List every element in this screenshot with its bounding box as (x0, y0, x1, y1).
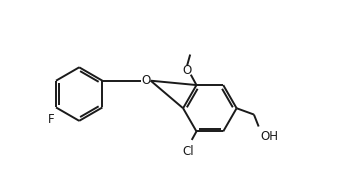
Text: O: O (182, 64, 192, 77)
Text: O: O (141, 74, 151, 87)
Text: OH: OH (260, 130, 278, 143)
Text: Cl: Cl (183, 145, 194, 158)
Text: F: F (48, 113, 55, 126)
